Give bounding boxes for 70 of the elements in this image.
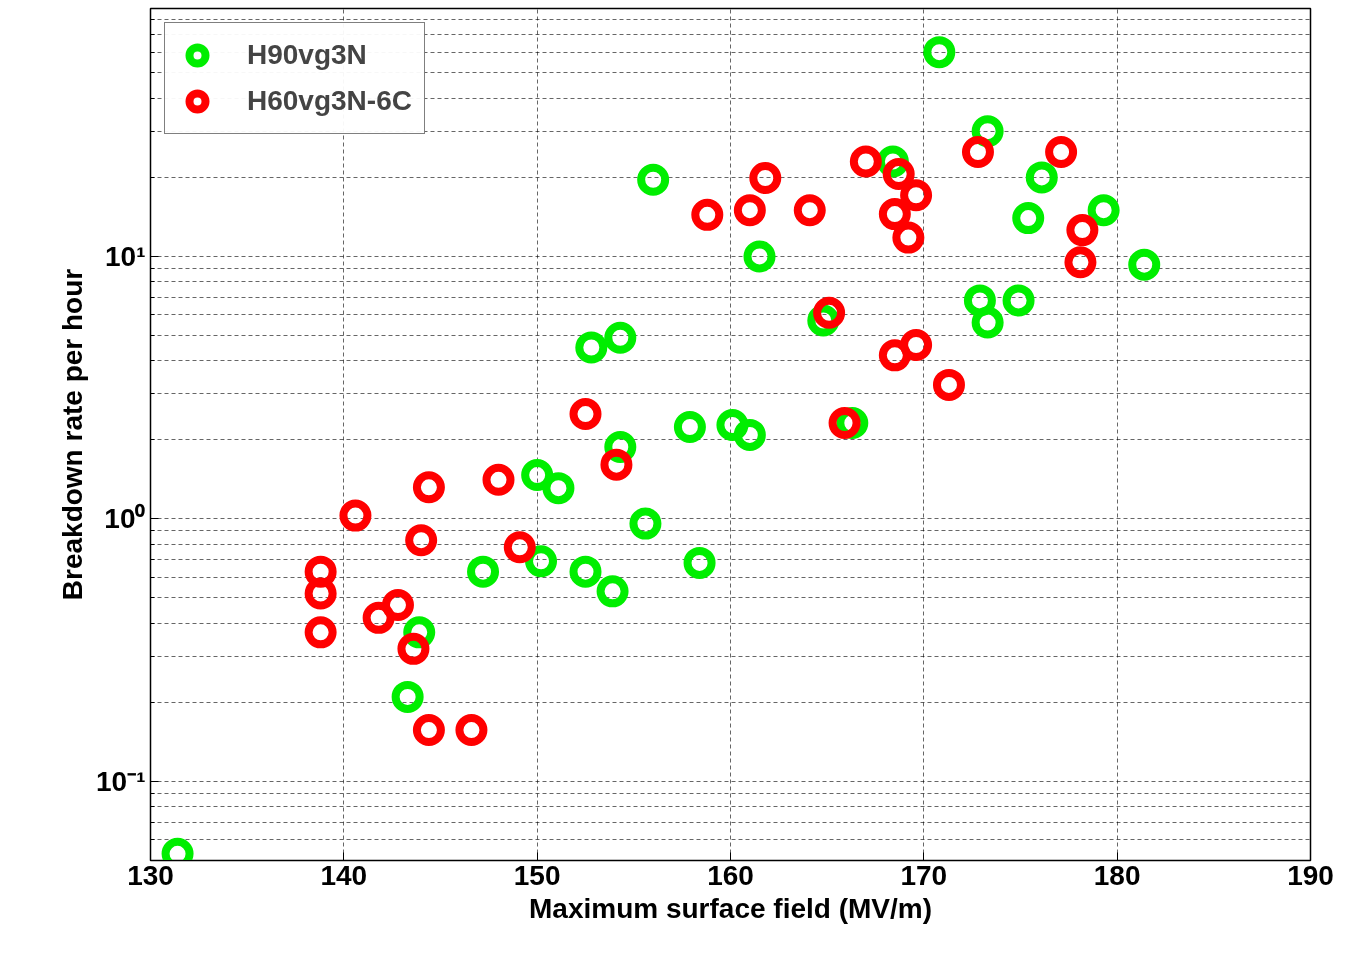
point: [828, 407, 861, 439]
point: [1012, 202, 1045, 235]
point: [1064, 246, 1097, 279]
point: [961, 136, 994, 168]
point: [412, 471, 445, 504]
point: [381, 589, 414, 622]
point: [673, 411, 706, 443]
point: [455, 714, 488, 747]
point: [1045, 136, 1078, 168]
point: [733, 418, 766, 451]
point: [971, 306, 1004, 339]
point: [878, 339, 911, 372]
x-axis-title: Maximum surface field (MV/m): [529, 892, 932, 924]
x-tick-label: 140: [320, 859, 368, 891]
point: [716, 409, 749, 441]
point: [412, 714, 445, 747]
x-tick-label: 160: [707, 859, 754, 891]
point: [569, 398, 602, 431]
point: [482, 463, 515, 496]
point: [604, 321, 637, 354]
x-tick-label: 130: [127, 859, 174, 891]
point: [793, 194, 826, 227]
point: [542, 472, 575, 505]
point: [1002, 284, 1035, 317]
point: [691, 198, 724, 231]
point: [878, 198, 911, 231]
point: [683, 546, 716, 579]
point: [1087, 194, 1120, 227]
x-tick-label: 170: [900, 859, 948, 891]
point: [882, 158, 915, 191]
legend-label: H60vg3N-6C: [247, 85, 412, 117]
point: [521, 459, 554, 492]
x-tick-label: 180: [1093, 859, 1141, 891]
y-axis-title: Breakdown rate per hour: [57, 268, 89, 601]
x-tick-label: 190: [1287, 859, 1334, 891]
point: [503, 531, 536, 564]
point: [743, 240, 776, 273]
point: [849, 145, 882, 178]
y-tick-label: 10⁻¹: [96, 765, 146, 797]
point: [629, 507, 662, 540]
point: [813, 296, 846, 329]
point: [892, 221, 925, 254]
point: [467, 555, 500, 588]
y-tick-label: 10⁰: [104, 503, 146, 535]
point: [339, 499, 372, 532]
point: [963, 284, 996, 317]
point: [304, 616, 337, 649]
y-tick-label: 10¹: [105, 240, 146, 272]
point: [575, 331, 608, 364]
point: [362, 601, 395, 634]
point: [569, 555, 602, 588]
point: [304, 577, 337, 610]
point: [391, 680, 424, 713]
x-tick-label: 150: [513, 859, 561, 891]
point: [1025, 161, 1058, 194]
point: [1128, 248, 1161, 281]
point: [405, 524, 438, 557]
point: [1066, 214, 1099, 247]
point: [923, 36, 956, 69]
point: [397, 632, 430, 665]
point: [900, 329, 933, 361]
point: [596, 575, 629, 608]
point: [900, 179, 933, 212]
legend-label: H90vg3N: [247, 39, 367, 71]
point: [932, 368, 965, 401]
point: [600, 448, 633, 481]
point: [637, 163, 670, 196]
point: [733, 194, 766, 227]
point: [304, 555, 337, 588]
point: [749, 162, 782, 194]
